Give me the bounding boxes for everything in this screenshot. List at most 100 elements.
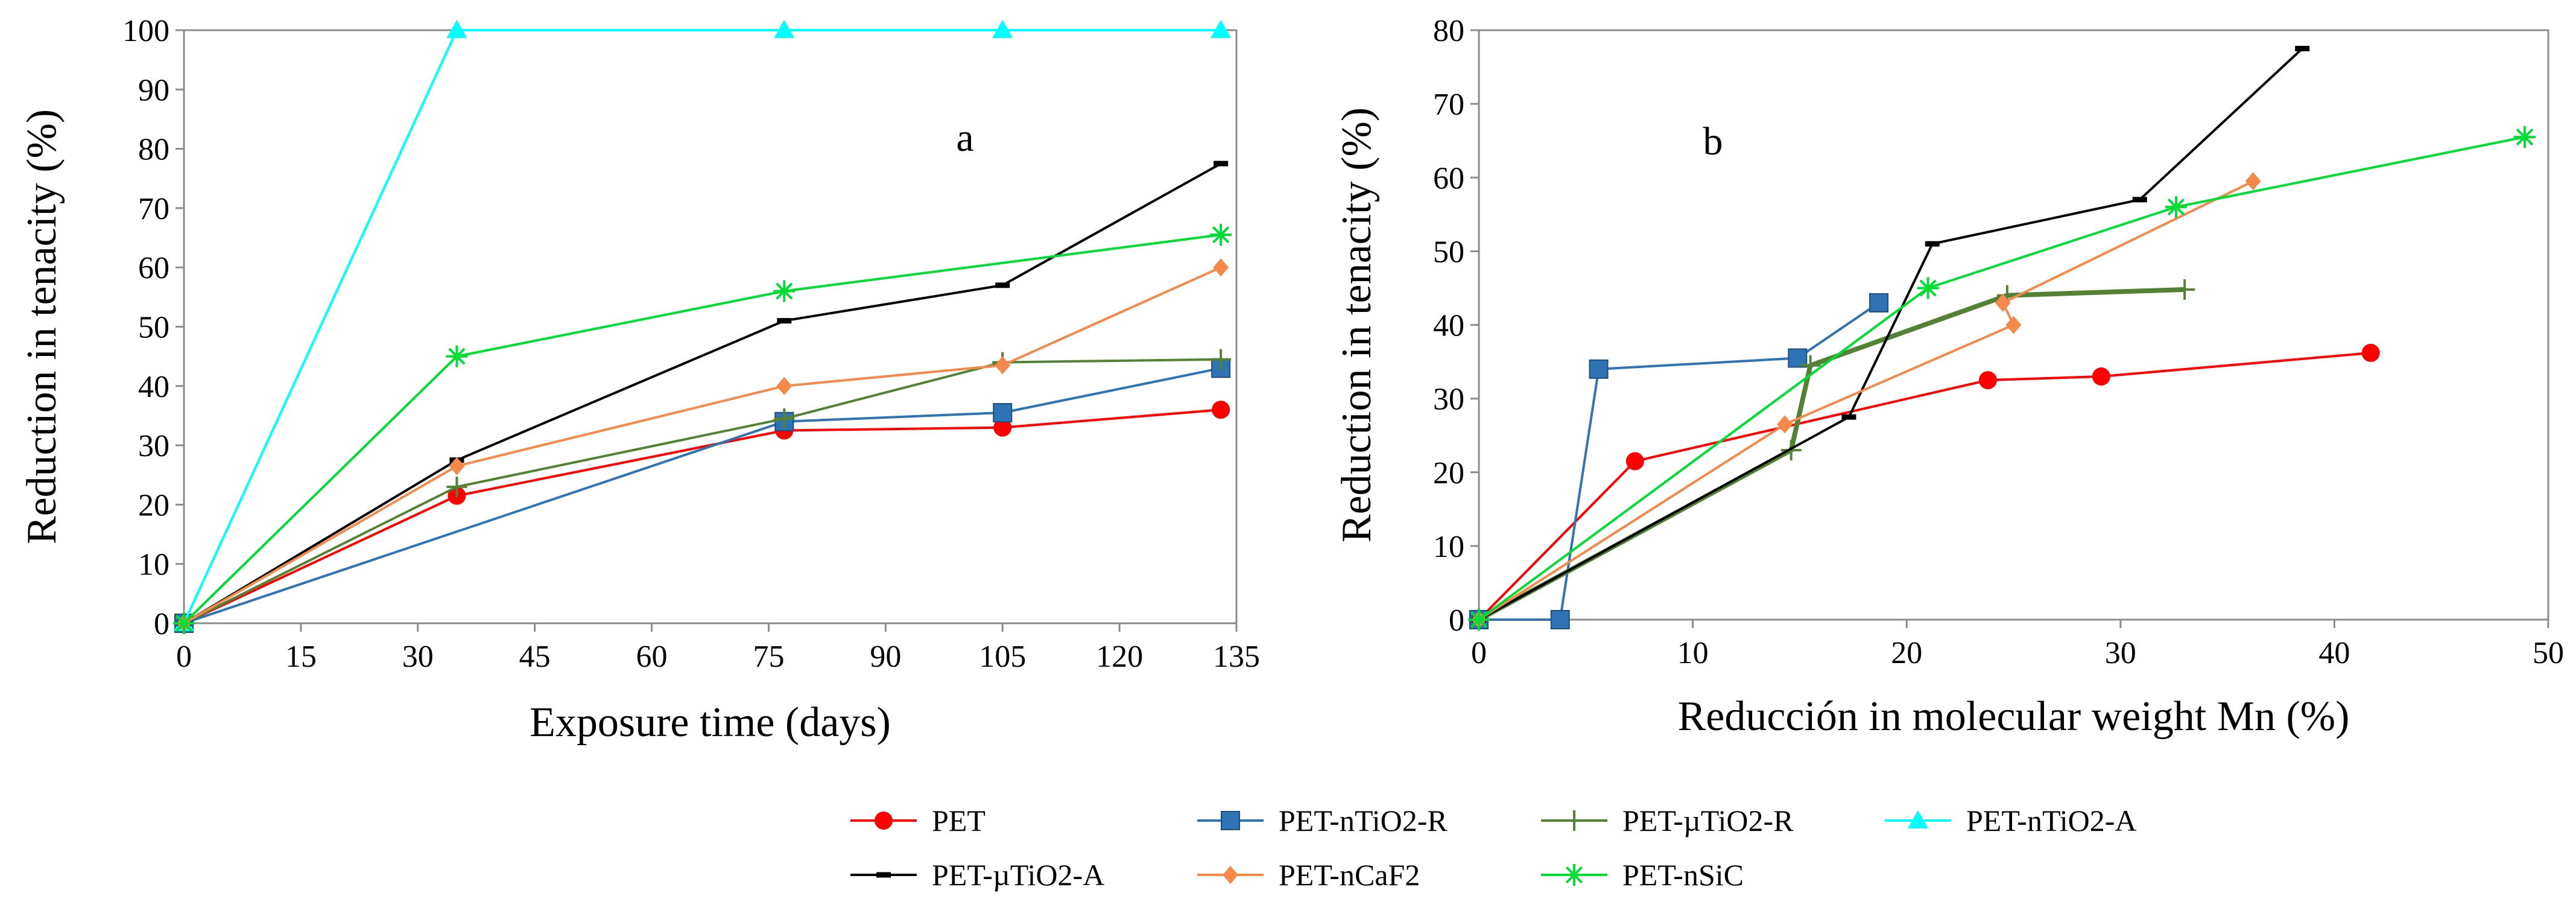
data-point-pet-ncaf2-marker [995, 356, 1011, 375]
series-line-pet-nsic [183, 233, 1221, 624]
panel-label: b [1703, 119, 1723, 164]
y-tick-label: 60 [138, 251, 169, 285]
series-pet-tio2-r [174, 349, 1232, 634]
y-tick-label: 10 [138, 548, 169, 582]
data-point-pet-marker [993, 418, 1012, 437]
data-point-pet-nsic-marker [1468, 609, 1490, 631]
legend-swatch-marker [1908, 810, 1928, 828]
series-line-pet-nsic [1478, 136, 2525, 621]
legend-label: PET-µTiO2-R [1622, 804, 1794, 837]
series-pet-nsic [1468, 126, 2536, 631]
legend-swatch-marker [1221, 811, 1240, 830]
data-point-pet-ntio2-a-marker [446, 20, 467, 38]
data-point-pet-marker [2092, 367, 2110, 386]
legend-item-pet: PET [850, 804, 986, 837]
legend-swatch-marker [875, 812, 893, 830]
x-tick-label: 120 [1096, 640, 1143, 674]
panel-b: 0 10 20 30 40 50 60 70 80 0 10 20 30 40 50 Reducción in… [1334, 14, 2564, 740]
data-point-pet-ncaf2-marker [776, 376, 793, 395]
series-line-pet-tio2-a [1478, 48, 2303, 621]
legend-item-pet-nsic: PET-nSiC [1541, 858, 1744, 892]
y-axis-title: Reduction in tenacity (%) [1334, 107, 1380, 542]
legend-item-pet-ntio2-r: PET-nTiO2-R [1197, 804, 1448, 837]
data-point-pet-nsic-marker [446, 345, 468, 367]
data-point-pet-tio2-r-marker [446, 476, 467, 497]
data-point-pet-ncaf2-marker [1995, 293, 2011, 312]
series-line-pet-tio2-a [183, 162, 1222, 624]
legend-item-pet-ntio2-a: PET-nTiO2-A [1885, 804, 2137, 837]
y-tick-label: 80 [1433, 14, 1464, 48]
series-pet-ntio2-r [174, 358, 1231, 633]
x-tick-label: 90 [870, 640, 901, 674]
data-point-pet-ntio2-r-marker [1788, 348, 1808, 368]
data-point-pet-ntio2-a-marker [774, 20, 795, 38]
x-tick-label: 20 [1891, 636, 1922, 670]
data-point-pet-ncaf2-marker [2005, 316, 2022, 334]
x-axis-title: Exposure time (days) [530, 699, 891, 746]
y-tick-label: 50 [1433, 235, 1464, 269]
panel-label: a [956, 116, 973, 160]
data-point-pet-tio2-r-marker [1210, 349, 1232, 370]
legend-label: PET-nSiC [1622, 858, 1744, 892]
data-point-pet-tio2-r-marker [2174, 279, 2195, 300]
series-pet-tio2-a [177, 160, 1229, 626]
y-tick-label: 70 [1433, 87, 1464, 122]
y-tick-label: 20 [138, 488, 169, 523]
panel-a: 0 10 20 30 40 50 60 70 80 90 100 0 15 30 45 60 75 90 105 12… [19, 14, 1260, 746]
legend-label: PET [932, 804, 986, 837]
series-line-pet [1478, 351, 2371, 621]
y-tick-label: 0 [154, 607, 169, 641]
data-point-pet-marker [1212, 401, 1230, 419]
y-tick-label: 30 [1433, 383, 1464, 417]
data-point-pet-nsic-marker [2165, 196, 2187, 218]
x-tick-label: 60 [636, 640, 668, 674]
y-tick-label: 40 [1433, 309, 1464, 343]
y-tick-label: 100 [122, 14, 169, 48]
legend-swatch-marker [1564, 810, 1584, 831]
data-point-pet-ntio2-a-marker [1210, 20, 1232, 38]
legend-label: PET-µTiO2-A [932, 858, 1104, 892]
x-tick-label: 45 [519, 640, 551, 674]
y-tick-label: 80 [138, 133, 169, 167]
x-tick-label: 30 [402, 640, 434, 674]
x-tick-label: 0 [1471, 636, 1487, 670]
legend: PET PET-nTiO2-R PET-µTiO2-R PET-nTiO2-A PET-… [850, 804, 2137, 892]
data-point-pet-nsic-marker [2513, 126, 2536, 148]
y-axis-title: Reduction in tenacity (%) [19, 109, 65, 544]
legend-swatch-marker [1223, 866, 1238, 884]
x-tick-label: 10 [1677, 636, 1709, 670]
series-pet-ntio2-r [1469, 293, 1889, 629]
y-tick-label: 50 [138, 311, 169, 345]
data-point-pet-nsic-marker [773, 280, 796, 302]
data-point-pet-marker [1625, 452, 1644, 471]
data-point-pet-ncaf2-marker [449, 457, 465, 475]
series-pet-tio2-r [1469, 279, 2195, 630]
legend-item-pet-ncaf2: PET-nCaF2 [1197, 858, 1420, 892]
y-tick-label: 0 [1449, 603, 1464, 638]
y-tick-label: 60 [1433, 161, 1464, 195]
data-point-pet-ntio2-a-marker [992, 20, 1013, 38]
data-point-pet-tio2-r-marker [774, 408, 795, 429]
x-tick-label: 105 [979, 640, 1026, 674]
legend-item-pet-tio2-r: PET-µTiO2-R [1541, 804, 1794, 837]
data-point-pet-ntio2-r-marker [993, 403, 1013, 423]
legend-item-pet-tio2-a: PET-µTiO2-A [850, 858, 1104, 892]
y-tick-label: 10 [1433, 530, 1464, 564]
legend-label: PET-nTiO2-R [1279, 804, 1448, 837]
data-point-pet-marker [1978, 371, 1997, 390]
x-tick-label: 15 [285, 640, 317, 674]
x-tick-label: 75 [753, 640, 784, 674]
x-tick-label: 40 [2318, 636, 2350, 670]
data-point-pet-ncaf2-marker [1777, 415, 1793, 434]
data-point-pet-tio2-r-marker [1780, 440, 1802, 461]
data-point-pet-marker [2361, 343, 2380, 362]
series-pet-ncaf2 [1471, 172, 2261, 629]
series-pet [1470, 343, 2380, 629]
legend-swatch-marker [1563, 864, 1585, 886]
series-pet-ntio2-a [174, 20, 1232, 631]
x-tick-label: 0 [176, 640, 192, 674]
y-tick-label: 90 [138, 73, 169, 107]
x-tick-label: 135 [1213, 640, 1260, 674]
series-line-pet [183, 408, 1221, 624]
